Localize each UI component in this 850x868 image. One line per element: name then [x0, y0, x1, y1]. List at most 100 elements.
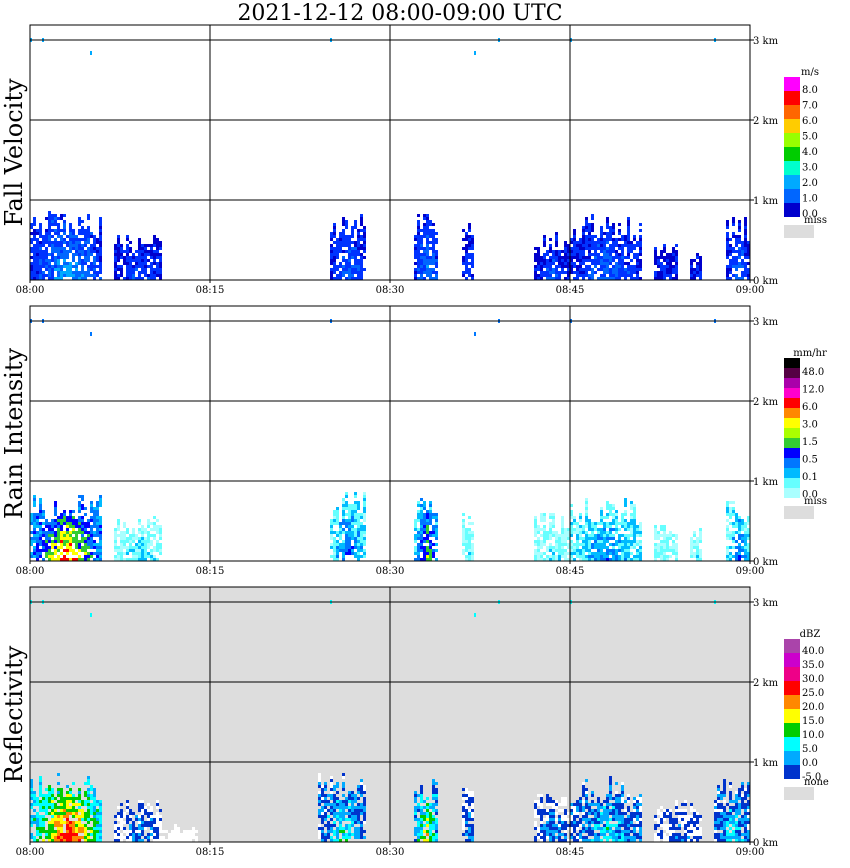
- echo-cell: [684, 821, 687, 824]
- echo-cell: [471, 558, 474, 561]
- echo-cell: [624, 809, 627, 812]
- echo-cell: [603, 522, 606, 525]
- echo-cell: [363, 785, 366, 788]
- echo-cell: [144, 265, 147, 268]
- echo-cell: [150, 534, 153, 537]
- echo-cell: [417, 259, 420, 262]
- echo-cell: [429, 510, 432, 513]
- echo-cell: [333, 555, 336, 558]
- echo-cell: [738, 830, 741, 833]
- echo-cell: [42, 839, 45, 842]
- echo-cell: [420, 531, 423, 534]
- echo-cell: [51, 274, 54, 277]
- echo-cell: [30, 531, 33, 534]
- echo-cell: [741, 525, 744, 528]
- echo-cell: [156, 821, 159, 824]
- echo-cell: [33, 528, 36, 531]
- echo-cell: [57, 540, 60, 543]
- echo-cell: [120, 546, 123, 549]
- echo-cell: [744, 552, 747, 555]
- echo-cell: [669, 833, 672, 836]
- echo-cell: [114, 262, 117, 265]
- echo-cell: [342, 510, 345, 513]
- echo-cell: [360, 229, 363, 232]
- echo-cell: [537, 247, 540, 250]
- echo-cell: [564, 803, 567, 806]
- echo-cell: [90, 818, 93, 821]
- echo-cell: [636, 558, 639, 561]
- echo-cell: [345, 549, 348, 552]
- echo-cell: [318, 797, 321, 800]
- echo-cell: [156, 540, 159, 543]
- echo-cell: [534, 543, 537, 546]
- echo-cell: [636, 277, 639, 280]
- echo-cell: [729, 268, 732, 271]
- echo-cell: [654, 247, 657, 250]
- echo-cell: [468, 229, 471, 232]
- echo-cell: [540, 827, 543, 830]
- echo-cell: [120, 537, 123, 540]
- echo-cell: [696, 537, 699, 540]
- echo-cell: [87, 821, 90, 824]
- echo-cell: [426, 223, 429, 226]
- echo-cell: [597, 268, 600, 271]
- echo-cell: [594, 250, 597, 253]
- echo-cell: [99, 800, 102, 803]
- echo-cell: [624, 827, 627, 830]
- echo-cell: [747, 244, 750, 247]
- echo-cell: [669, 256, 672, 259]
- echo-cell: [684, 809, 687, 812]
- echo-cell: [87, 274, 90, 277]
- echo-cell: [624, 522, 627, 525]
- echo-cell: [579, 244, 582, 247]
- echo-cell: [333, 549, 336, 552]
- echo-cell: [726, 271, 729, 274]
- echo-cell: [84, 791, 87, 794]
- echo-cell: [63, 516, 66, 519]
- echo-cell: [744, 812, 747, 815]
- echo-cell: [168, 836, 171, 839]
- echo-cell: [339, 262, 342, 265]
- echo-cell: [138, 540, 141, 543]
- echo-cell: [138, 552, 141, 555]
- colorbar-label: 35.0: [802, 660, 824, 671]
- echo-cell: [618, 259, 621, 262]
- echo-cell: [621, 253, 624, 256]
- echo-cell: [39, 555, 42, 558]
- echo-cell: [639, 794, 642, 797]
- echo-cell: [735, 797, 738, 800]
- echo-cell: [333, 277, 336, 280]
- echo-cell: [534, 531, 537, 534]
- echo-cell: [744, 839, 747, 842]
- echo-cell: [741, 788, 744, 791]
- echo-cell: [147, 815, 150, 818]
- echo-cell: [558, 555, 561, 558]
- echo-cell: [570, 806, 573, 809]
- echo-cell: [147, 522, 150, 525]
- echo-cell: [66, 543, 69, 546]
- echo-cell: [744, 247, 747, 250]
- echo-cell: [99, 555, 102, 558]
- echo-cell: [417, 531, 420, 534]
- echo-cell: [735, 800, 738, 803]
- echo-cell: [57, 259, 60, 262]
- echo-cell: [426, 558, 429, 561]
- echo-cell: [585, 821, 588, 824]
- echo-cell: [630, 271, 633, 274]
- echo-cell: [117, 549, 120, 552]
- echo-cell: [618, 794, 621, 797]
- echo-cell: [606, 803, 609, 806]
- echo-cell: [63, 815, 66, 818]
- echo-cell: [423, 519, 426, 522]
- echo-cell: [48, 265, 51, 268]
- echo-cell: [75, 552, 78, 555]
- echo-cell: [90, 262, 93, 265]
- echo-cell: [423, 818, 426, 821]
- echo-cell: [723, 791, 726, 794]
- echo-cell: [36, 540, 39, 543]
- echo-cell: [552, 827, 555, 830]
- echo-cell: [114, 259, 117, 262]
- echo-cell: [624, 818, 627, 821]
- echo-cell: [75, 244, 78, 247]
- echo-cell: [336, 256, 339, 259]
